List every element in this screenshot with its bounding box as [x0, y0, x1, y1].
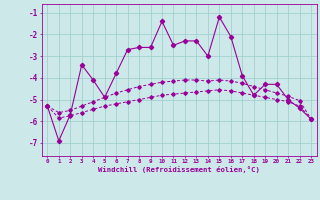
X-axis label: Windchill (Refroidissement éolien,°C): Windchill (Refroidissement éolien,°C)	[98, 166, 260, 173]
